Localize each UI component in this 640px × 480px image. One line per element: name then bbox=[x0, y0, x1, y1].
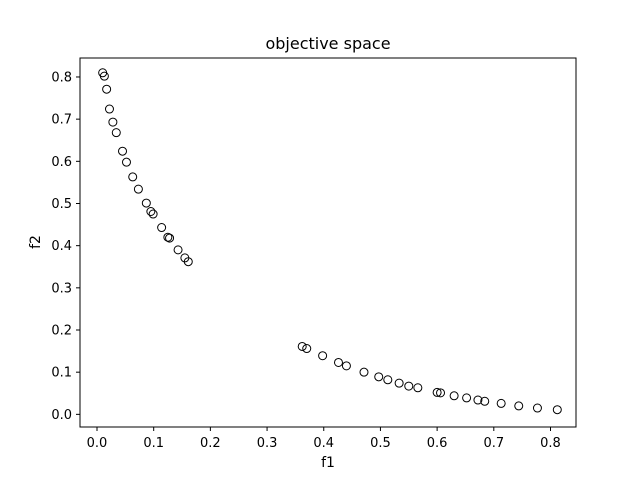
scatter-point bbox=[297, 341, 307, 351]
scatter-point bbox=[383, 375, 393, 385]
scatter-point bbox=[108, 117, 118, 127]
y-tick-label: 0.4 bbox=[51, 239, 72, 254]
scatter-point bbox=[514, 401, 524, 411]
scatter-point bbox=[374, 372, 384, 382]
x-tick-label: 0.2 bbox=[200, 436, 221, 451]
scatter-point bbox=[99, 71, 109, 81]
y-tick-label: 0.6 bbox=[51, 155, 72, 170]
x-tick-label: 0.1 bbox=[143, 436, 164, 451]
scatter-point bbox=[183, 257, 193, 267]
scatter-point bbox=[111, 128, 121, 138]
y-axis-ticks: 0.0 0.1 0.2 0.3 0.4 0.5 0.6 0.7 0.8 bbox=[51, 70, 80, 423]
x-tick-label: 0.6 bbox=[427, 436, 448, 451]
x-tick-label: 0.0 bbox=[87, 436, 108, 451]
y-tick-label: 0.5 bbox=[51, 197, 72, 212]
scatter-point bbox=[449, 391, 459, 401]
scatter-point bbox=[394, 378, 404, 388]
scatter-point bbox=[341, 361, 351, 371]
y-axis-label: f2 bbox=[28, 235, 44, 249]
chart-title: objective space bbox=[265, 34, 390, 53]
scatter-point bbox=[141, 198, 151, 208]
x-axis-label: f1 bbox=[321, 455, 335, 471]
x-tick-label: 0.3 bbox=[257, 436, 278, 451]
y-tick-label: 0.0 bbox=[51, 408, 72, 423]
scatter-point bbox=[118, 146, 128, 156]
scatter-point bbox=[404, 381, 414, 391]
scatter-point bbox=[436, 388, 446, 398]
scatter-point bbox=[333, 357, 343, 367]
scatter-point bbox=[552, 405, 562, 415]
scatter-point bbox=[104, 104, 114, 114]
scatter-point bbox=[173, 245, 183, 255]
x-tick-label: 0.5 bbox=[370, 436, 391, 451]
scatter-point bbox=[359, 367, 369, 377]
scatter-points bbox=[98, 68, 562, 415]
x-axis-ticks: 0.0 0.1 0.2 0.3 0.4 0.5 0.6 0.7 0.8 bbox=[87, 427, 561, 451]
y-tick-label: 0.1 bbox=[51, 366, 72, 381]
x-tick-label: 0.4 bbox=[313, 436, 334, 451]
y-tick-label: 0.3 bbox=[51, 281, 72, 296]
scatter-point bbox=[473, 395, 483, 405]
x-tick-label: 0.8 bbox=[540, 436, 561, 451]
scatter-point bbox=[462, 393, 472, 403]
scatter-point bbox=[532, 403, 542, 413]
scatter-point bbox=[480, 396, 490, 406]
scatter-point bbox=[496, 398, 506, 408]
y-tick-label: 0.2 bbox=[51, 324, 72, 339]
scatter-point bbox=[128, 172, 138, 182]
scatter-point bbox=[302, 344, 312, 354]
scatter-point bbox=[102, 84, 112, 94]
scatter-point bbox=[165, 233, 175, 243]
scatter-point bbox=[133, 184, 143, 194]
scatter-point bbox=[146, 207, 156, 217]
scatter-point bbox=[121, 157, 131, 167]
scatter-point bbox=[413, 383, 423, 393]
y-tick-label: 0.7 bbox=[51, 113, 72, 128]
scatter-point bbox=[157, 223, 167, 233]
scatter-point bbox=[163, 232, 173, 242]
scatter-point bbox=[318, 351, 328, 361]
scatter-point bbox=[148, 209, 158, 219]
x-tick-label: 0.7 bbox=[483, 436, 504, 451]
plot-area-frame bbox=[79, 57, 577, 428]
y-tick-label: 0.8 bbox=[51, 70, 72, 85]
scatter-point bbox=[432, 387, 442, 397]
